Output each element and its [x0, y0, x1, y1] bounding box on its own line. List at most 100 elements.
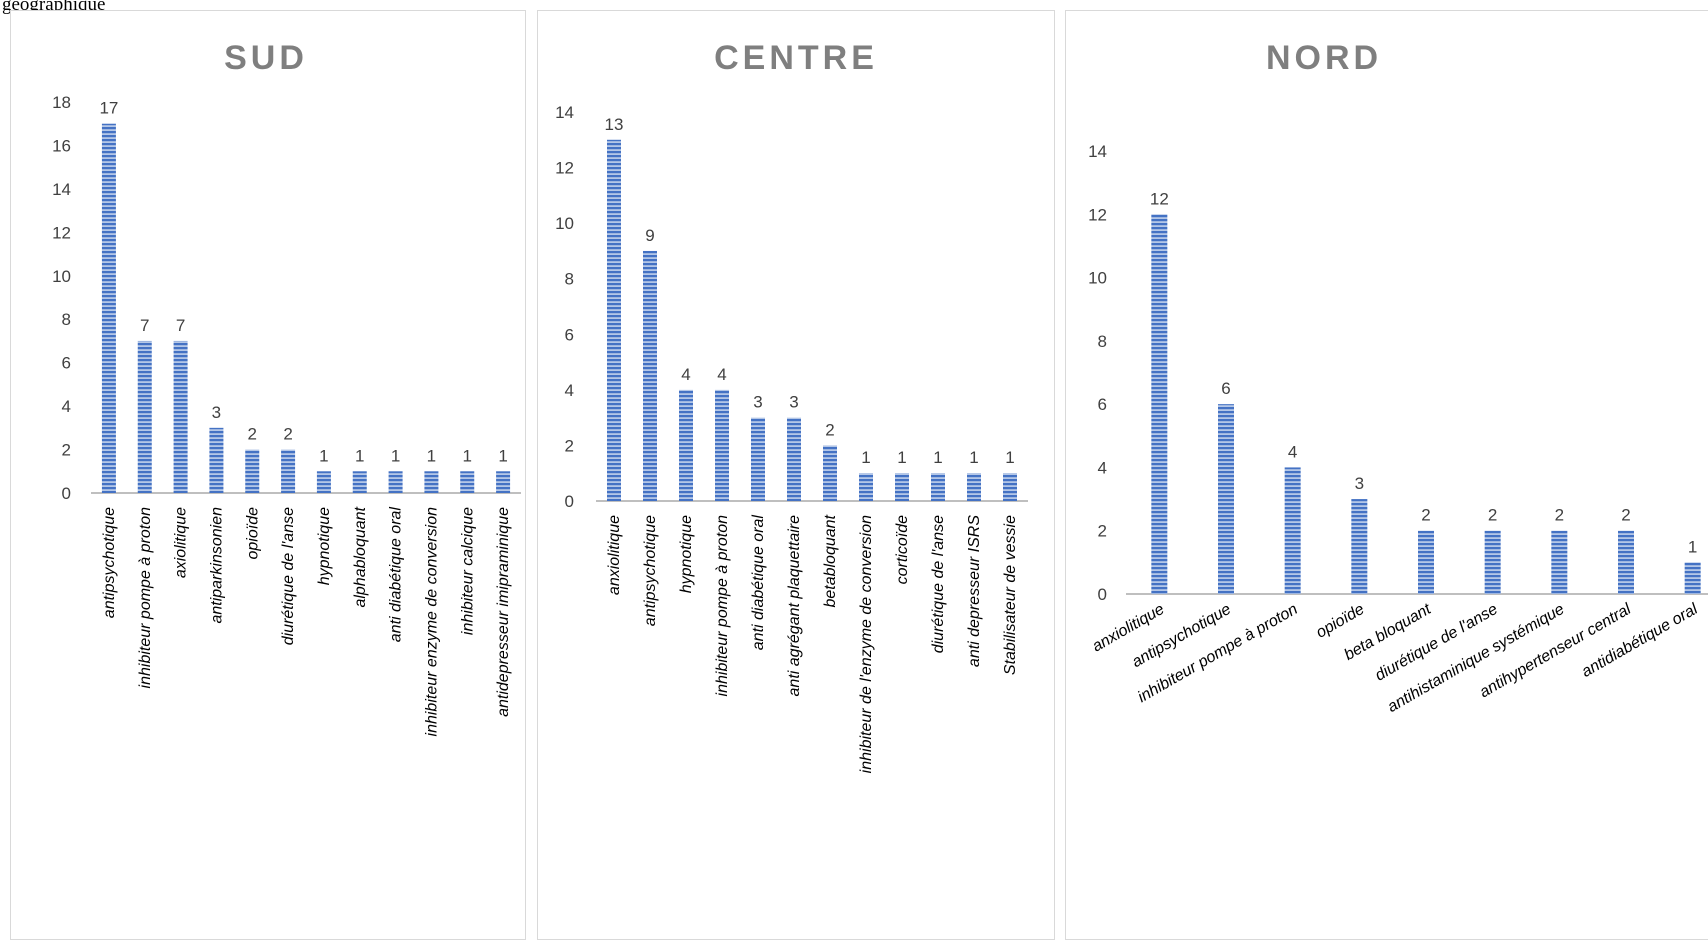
bar-antipsychotique	[101, 123, 116, 493]
y-tick-label: 6	[1098, 395, 1107, 414]
category-label: axiolitique	[173, 507, 190, 578]
y-tick-label: 2	[565, 436, 574, 455]
category-label: anti diabétique oral	[750, 515, 767, 651]
y-tick-label: 14	[1088, 142, 1107, 161]
data-label: 1	[319, 446, 328, 465]
bar-diuretique-de-l-anse	[1484, 530, 1501, 594]
bar-hypnotique	[316, 471, 331, 493]
category-label: inhibiteur enzyme de conversion	[423, 507, 440, 737]
data-label: 2	[1488, 506, 1497, 525]
bar-chart-nord: NORD0246810121412anxiolitique6antipsycho…	[1088, 39, 1708, 716]
category-label: inhibiteur pompe à proton	[137, 507, 154, 689]
bar-opioide	[1351, 499, 1368, 594]
category-label: anti diabétique oral	[388, 507, 405, 643]
y-tick-label: 10	[555, 214, 574, 233]
bar-anxiolitique	[1151, 214, 1168, 595]
chart-panel-sud: SUD 0 2 4 6 8 10 12 14 16 18 17 antipsychotique 7 inhi…	[10, 10, 526, 940]
y-tick-label: 2	[1098, 522, 1107, 541]
bar-stabilisateur-de-vessie	[1003, 473, 1017, 501]
data-label: 4	[1288, 442, 1297, 461]
data-label: 3	[789, 393, 798, 412]
data-label: 1	[933, 448, 942, 467]
category-label: Stabilisateur de vessie	[1002, 515, 1019, 675]
category-label: inhibiteur calcique	[459, 507, 476, 635]
bar-antidepresseur-imipraminique	[496, 471, 511, 493]
bar-antipsychotique	[1218, 404, 1234, 594]
data-label: 1	[969, 448, 978, 467]
chart-title: SUD	[224, 39, 308, 77]
data-label: 3	[212, 403, 221, 422]
category-label: hypnotique	[678, 515, 695, 593]
bar-antiparkinsonien	[209, 427, 224, 493]
data-label: 1	[427, 446, 436, 465]
category-label: alphabloquant	[352, 506, 369, 607]
data-label: 2	[248, 425, 257, 444]
y-tick-label: 0	[62, 484, 71, 503]
data-label: 2	[1421, 506, 1430, 525]
category-label: anxiolitique	[606, 515, 623, 595]
data-label: 4	[717, 365, 726, 384]
y-tick-label: 14	[555, 103, 574, 122]
y-tick-label: 8	[565, 270, 574, 289]
data-label: 2	[1621, 506, 1630, 525]
y-tick-label: 14	[52, 180, 71, 199]
category-label: diurétique de l'anse	[280, 507, 297, 645]
chart-panel-nord: NORD 0 2 4 6 8 10 12 14 12 anxiolitique 6 antipsycho…	[1065, 10, 1708, 940]
y-tick-label: 6	[565, 325, 574, 344]
bar-alphabloquant	[352, 471, 367, 493]
data-label: 3	[1355, 474, 1364, 493]
category-label: betabloquant	[822, 514, 839, 607]
bar-hypnotique	[679, 389, 693, 501]
data-label: 7	[176, 316, 185, 335]
bar-antihistaminique-systemique	[1551, 530, 1568, 594]
category-label: anti depresseur ISRS	[966, 515, 983, 667]
y-tick-label: 2	[62, 441, 71, 460]
data-label: 9	[645, 226, 654, 245]
data-label: 13	[605, 115, 624, 134]
bar-diuretique-de-l-anse	[931, 473, 945, 501]
y-tick-label: 0	[565, 492, 574, 511]
y-tick-label: 16	[52, 136, 71, 155]
category-label: antipsychotique	[642, 515, 659, 626]
category-label: antiparkinsonien	[208, 507, 225, 624]
bar-anxiolitique	[607, 139, 621, 502]
bar-inhibiteur-de-l-enzyme-de-conversion	[859, 473, 873, 501]
category-label: hypnotique	[316, 507, 333, 585]
data-label: 1	[861, 448, 870, 467]
bar-diuretique-de-l-anse	[281, 449, 296, 493]
data-label: 1	[463, 446, 472, 465]
y-tick-label: 4	[1098, 458, 1107, 477]
category-label: antidepresseur imipraminique	[495, 507, 512, 717]
category-label: anti agrégant plaquettaire	[786, 515, 803, 697]
data-label: 1	[355, 446, 364, 465]
y-tick-label: 0	[1098, 585, 1107, 604]
chart-title: CENTRE	[714, 39, 878, 77]
y-tick-label: 12	[555, 159, 574, 178]
bar-beta-bloquant	[1418, 530, 1434, 594]
data-label: 1	[391, 446, 400, 465]
category-label: inhibiteur pompe à proton	[714, 515, 731, 697]
bar-inhibiteur-enzyme-de-conversion	[424, 471, 439, 493]
data-label: 2	[1555, 506, 1564, 525]
bar-anti-diabetique-oral	[388, 471, 403, 493]
y-tick-label: 8	[1098, 332, 1107, 351]
bar-inhibiteur-pompe-a-proton	[1284, 467, 1301, 594]
bar-chart-centre: CENTRE0246810121413anxiolitique9antipsyc…	[555, 39, 1028, 773]
y-tick-label: 10	[52, 267, 71, 286]
data-label: 6	[1221, 379, 1230, 398]
y-tick-label: 10	[1088, 269, 1107, 288]
category-label: opioïde	[244, 507, 261, 560]
data-label: 1	[1005, 448, 1014, 467]
y-tick-label: 4	[565, 381, 574, 400]
data-label: 4	[681, 365, 690, 384]
data-label: 1	[498, 446, 507, 465]
category-label: inhibiteur de l'enzyme de conversion	[858, 515, 875, 773]
chart-title: NORD	[1266, 39, 1382, 77]
category-label: corticoïde	[894, 515, 911, 584]
y-tick-label: 18	[52, 93, 71, 112]
category-label: opioïde	[1313, 601, 1367, 642]
y-tick-label: 12	[52, 223, 71, 242]
bar-anti-agregant-plaquettaire	[787, 417, 801, 501]
bar-anti-diabetique-oral	[751, 417, 765, 501]
